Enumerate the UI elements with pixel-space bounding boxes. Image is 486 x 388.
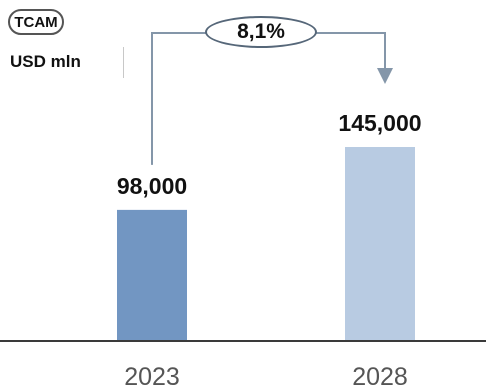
unit-label: USD mln bbox=[10, 52, 81, 71]
tick-label-2028: 2028 bbox=[352, 363, 408, 388]
tick-label-2023: 2023 bbox=[124, 363, 180, 388]
tcam-badge: TCAM bbox=[8, 9, 64, 35]
value-label-2023: 98,000 bbox=[117, 173, 187, 199]
value-label-2028: 145,000 bbox=[338, 110, 421, 136]
growth-connector-left bbox=[151, 32, 206, 165]
unit-divider bbox=[123, 47, 124, 78]
growth-rate-badge: 8,1% bbox=[205, 16, 317, 48]
bar-2023 bbox=[117, 209, 187, 341]
bar-2028 bbox=[345, 147, 415, 341]
growth-arrowhead bbox=[377, 68, 393, 84]
growth-connector-right bbox=[316, 32, 386, 70]
